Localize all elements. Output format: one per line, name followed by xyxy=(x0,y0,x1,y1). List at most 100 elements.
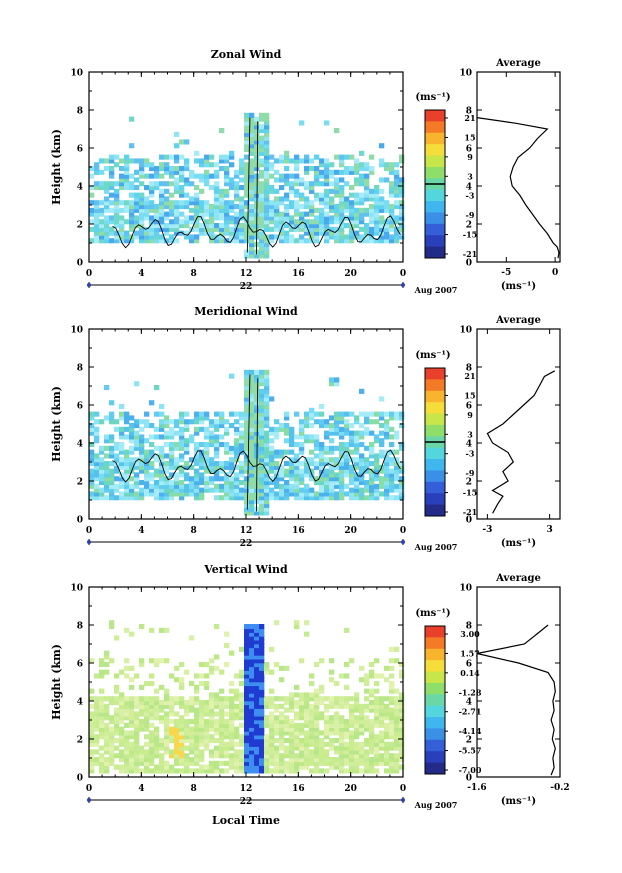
heatmap-cell xyxy=(229,760,235,766)
heatmap-cell xyxy=(334,715,340,721)
colorbar-segment xyxy=(425,481,445,494)
heatmap-cell xyxy=(364,234,370,240)
heatmap-cell xyxy=(229,215,235,221)
heatmap-cell xyxy=(174,696,180,702)
heatmap-cell xyxy=(349,768,355,774)
heatmap-cell xyxy=(244,730,250,736)
heatmap-cell xyxy=(144,764,150,770)
colorbar-unit: (ms⁻¹) xyxy=(415,350,450,361)
heatmap-cell xyxy=(269,188,275,194)
y-tick-label: 8 xyxy=(77,107,83,117)
heatmap-cell xyxy=(334,495,340,501)
heatmap-cell xyxy=(214,738,220,744)
heatmap-cell xyxy=(384,741,390,747)
heatmap-cell xyxy=(354,472,360,478)
heatmap-cell xyxy=(129,204,135,210)
heatmap-cell xyxy=(179,753,185,759)
heatmap-cell xyxy=(184,487,190,493)
heatmap-cell xyxy=(309,715,315,721)
heatmap-cell xyxy=(259,472,265,478)
y-tick-label: 4 xyxy=(77,698,83,708)
heatmap-cell xyxy=(194,757,200,763)
heatmap-cell xyxy=(249,457,255,463)
heatmap-cell xyxy=(229,154,235,160)
heatmap-cell xyxy=(184,215,190,221)
heatmap-cell xyxy=(149,483,155,489)
heatmap-cell xyxy=(179,662,185,668)
heatmap-cell xyxy=(234,188,240,194)
heatmap-cell xyxy=(214,730,220,736)
heatmap-cell xyxy=(119,445,125,451)
heatmap-cell xyxy=(224,181,230,187)
heatmap-cell xyxy=(324,468,330,474)
heatmap-cell xyxy=(384,677,390,683)
heatmap-cell xyxy=(249,499,255,505)
heatmap-cell xyxy=(249,373,255,379)
heatmap-cell xyxy=(394,464,400,470)
heatmap-cell xyxy=(139,703,145,709)
heatmap-cell xyxy=(254,715,260,721)
heatmap-cell xyxy=(364,764,370,770)
heatmap-cell xyxy=(179,223,185,229)
heatmap-cell xyxy=(169,234,175,240)
heatmap-cell xyxy=(189,215,195,221)
heatmap-cell xyxy=(384,423,390,429)
heatmap-cell xyxy=(299,211,305,217)
heatmap-cell xyxy=(114,162,120,168)
heatmap-cell xyxy=(89,426,95,432)
heatmap-cell xyxy=(179,696,185,702)
heatmap-cell xyxy=(289,760,295,766)
heatmap-cell xyxy=(264,177,270,183)
heatmap-cell xyxy=(259,253,265,259)
heatmap-cell xyxy=(319,423,325,429)
heatmap-cell xyxy=(219,464,225,470)
heatmap-cell xyxy=(274,476,280,482)
heatmap-cell xyxy=(229,741,235,747)
heatmap-cell xyxy=(154,185,160,191)
heatmap-cell xyxy=(219,483,225,489)
heatmap-cell xyxy=(314,764,320,770)
heatmap-cell xyxy=(359,480,365,486)
heatmap-cell xyxy=(279,491,285,497)
heatmap-cell xyxy=(279,722,285,728)
heatmap-cell xyxy=(194,173,200,179)
heatmap-cell xyxy=(149,730,155,736)
heatmap-cell xyxy=(299,430,305,436)
heatmap-cell xyxy=(304,230,310,236)
heatmap-cell xyxy=(214,188,220,194)
heatmap-cell xyxy=(169,219,175,225)
y-tick-label: 4 xyxy=(77,183,83,193)
heatmap-cell xyxy=(159,154,165,160)
heatmap-cell xyxy=(124,415,130,421)
heatmap-cell xyxy=(194,480,200,486)
heatmap-cell xyxy=(164,223,170,229)
colorbar-segment xyxy=(425,637,445,650)
colorbar-segment xyxy=(425,413,445,426)
heatmap-cell xyxy=(349,154,355,160)
heatmap-cell xyxy=(274,722,280,728)
heatmap-cell xyxy=(209,768,215,774)
heatmap-cell xyxy=(364,487,370,493)
heatmap-cell xyxy=(199,162,205,168)
heatmap-cell xyxy=(224,204,230,210)
heatmap-cell xyxy=(349,658,355,664)
heatmap-cell xyxy=(109,200,115,206)
heatmap-cell xyxy=(214,215,220,221)
heatmap-cell xyxy=(354,719,360,725)
heatmap-cell xyxy=(184,730,190,736)
heatmap-cell xyxy=(189,196,195,202)
heatmap-cell xyxy=(154,700,160,706)
heatmap-cell xyxy=(204,741,210,747)
heatmap-cell xyxy=(274,449,280,455)
heatmap-cell xyxy=(169,426,175,432)
heatmap-cell xyxy=(389,442,395,448)
heatmap-cell xyxy=(254,166,260,172)
heatmap-cell xyxy=(354,726,360,732)
heatmap-cell xyxy=(364,495,370,501)
heatmap-cell xyxy=(259,696,265,702)
heatmap-cell xyxy=(399,715,405,721)
heatmap-cell xyxy=(264,215,270,221)
heatmap-cell xyxy=(359,719,365,725)
heatmap-cell xyxy=(89,457,95,463)
